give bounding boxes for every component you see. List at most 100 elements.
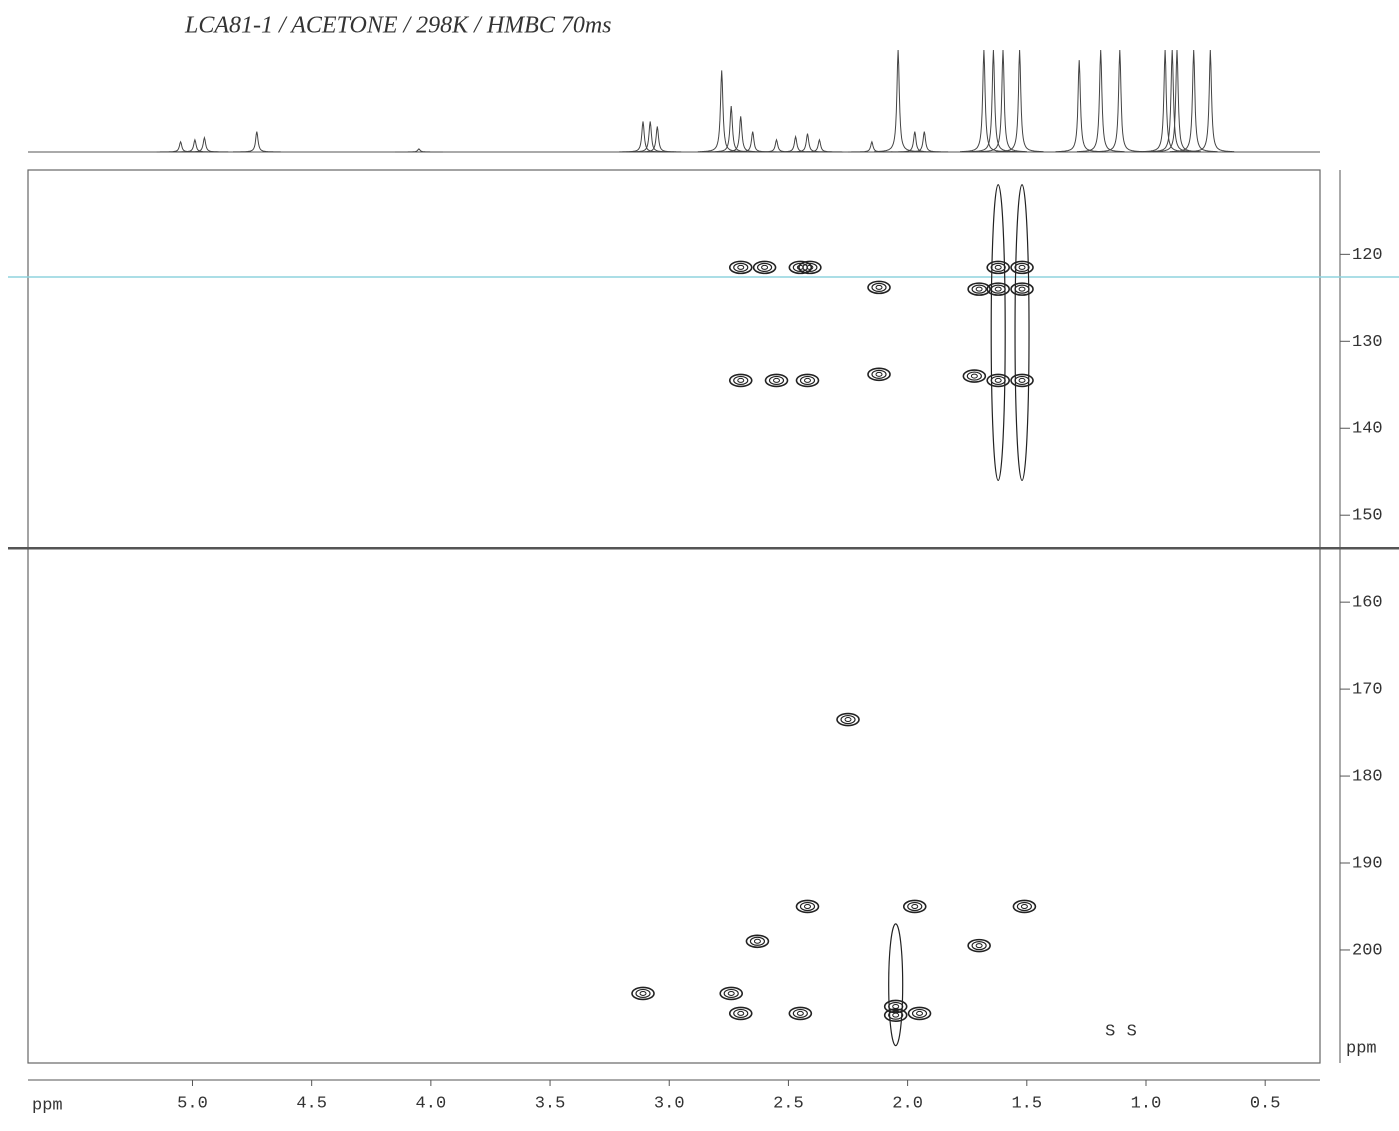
cross-peak: [764, 373, 789, 388]
projection-peak: [1148, 49, 1196, 153]
y-tick-label: 160: [1352, 594, 1383, 613]
contour: [967, 282, 991, 296]
cross-peak: [867, 367, 891, 382]
contour: [723, 988, 739, 999]
cross-peak: [728, 373, 753, 388]
contour: [799, 375, 816, 386]
projection-peak: [995, 49, 1044, 153]
contour: [1014, 284, 1030, 294]
contour: [986, 260, 1010, 275]
projection-peak: [233, 131, 281, 153]
projection-peak: [1076, 49, 1125, 153]
projection-peak: [848, 140, 896, 153]
contour: [631, 986, 655, 1001]
contour: [871, 369, 887, 379]
contour: [994, 377, 1002, 383]
contour: [733, 1008, 749, 1019]
projection-peak: [783, 133, 832, 153]
cross-peak: [719, 986, 744, 1001]
contour: [971, 284, 987, 294]
contour: [888, 1001, 904, 1012]
cross-peak: [798, 260, 822, 275]
cross-peak: [883, 999, 908, 1014]
projection-peak: [969, 49, 1018, 153]
contour: [990, 284, 1006, 294]
contour: [728, 260, 753, 275]
projection-peak: [1153, 49, 1201, 153]
contour: [788, 260, 813, 275]
contour: [975, 286, 983, 292]
projection-peak: [626, 121, 674, 153]
contour: [967, 938, 991, 953]
contour: [635, 988, 651, 999]
x-tick-label: 2.5: [773, 1094, 804, 1113]
contour: [962, 369, 987, 383]
cross-peak: [1010, 373, 1034, 388]
cross-peak: [962, 369, 987, 383]
x-tick-label: 2.0: [892, 1094, 923, 1113]
projection-peak: [752, 138, 801, 153]
contour: [795, 899, 820, 914]
contour: [768, 375, 785, 386]
projection-peak: [1169, 49, 1218, 153]
ridge: [1014, 184, 1030, 482]
x-tick-label: 5.0: [177, 1094, 208, 1113]
projection-peak: [960, 49, 1008, 153]
y-tick-label: 190: [1352, 854, 1383, 873]
cross-peak: [1012, 899, 1037, 914]
contour: [719, 986, 744, 1001]
contour: [1010, 260, 1034, 275]
x-tick-label: 4.5: [296, 1094, 327, 1113]
contour: [639, 990, 647, 996]
projection-peak: [180, 135, 229, 153]
x-tick-label: 1.0: [1131, 1094, 1162, 1113]
contour: [1014, 375, 1030, 386]
contour: [1014, 262, 1030, 272]
contour: [844, 717, 852, 723]
cross-peak: [867, 280, 891, 295]
projection-peak: [900, 131, 949, 153]
contour: [728, 1006, 753, 1021]
contour: [970, 373, 978, 379]
contour: [875, 371, 883, 377]
contour: [728, 373, 753, 388]
x-tick-label: 0.5: [1250, 1094, 1281, 1113]
contour: [803, 903, 811, 909]
projection-peak: [874, 49, 922, 153]
contour: [1018, 377, 1026, 383]
contour: [806, 264, 814, 270]
cross-peak: [795, 899, 820, 914]
annotation: S: [1105, 1022, 1115, 1041]
cross-peak: [1010, 282, 1034, 296]
contour: [986, 373, 1010, 388]
x-tick-label: 1.5: [1011, 1094, 1042, 1113]
contour: [792, 1008, 808, 1019]
contour: [798, 260, 822, 275]
contour: [764, 373, 789, 388]
projection-peak: [1186, 49, 1235, 153]
projection-peak: [633, 126, 682, 153]
projection-peak: [619, 121, 667, 153]
ridge: [990, 184, 1006, 482]
projection-peak: [707, 106, 755, 153]
contour: [971, 941, 987, 951]
projection-peak: [1055, 60, 1104, 153]
projection-peak: [890, 131, 939, 153]
contour: [745, 934, 770, 949]
contour: [727, 990, 735, 996]
plot-frame: [27, 169, 1321, 1064]
contour: [749, 936, 766, 946]
contour: [803, 377, 811, 383]
contour: [907, 1006, 932, 1021]
x-axis-label: ppm: [32, 1096, 63, 1115]
contour: [990, 262, 1006, 272]
cross-peak: [986, 282, 1010, 296]
y-tick-label: 180: [1352, 768, 1383, 787]
y-tick-label: 170: [1352, 681, 1383, 700]
y-tick-label: 140: [1352, 420, 1383, 439]
y-tick-label: 120: [1352, 246, 1383, 265]
cross-peak: [907, 1006, 932, 1021]
contour: [788, 1006, 813, 1021]
